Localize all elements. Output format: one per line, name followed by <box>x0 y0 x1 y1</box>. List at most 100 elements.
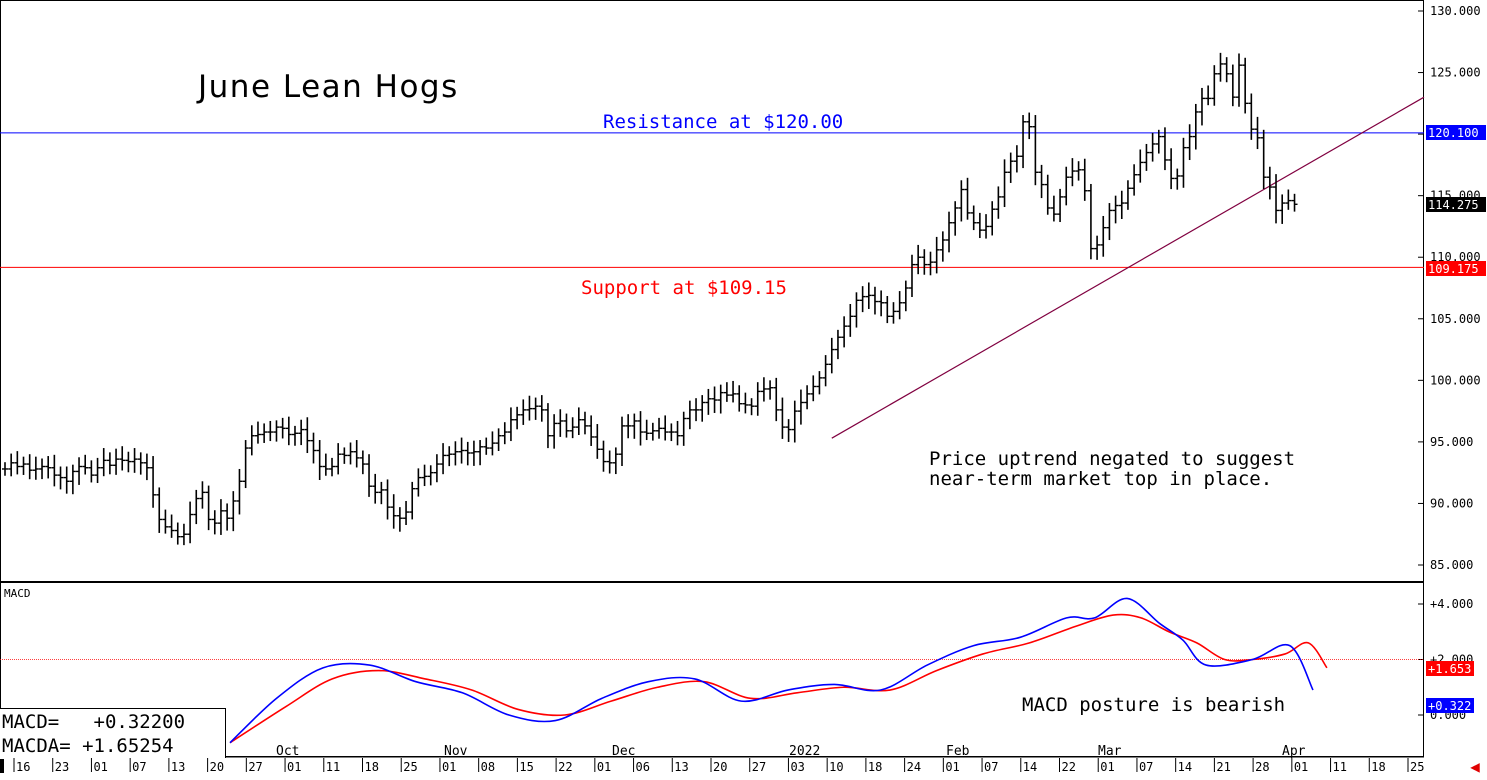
price-bar <box>372 473 379 504</box>
price-bar <box>785 419 792 442</box>
price-tick-label: 95.000 <box>1430 435 1473 449</box>
price-bar <box>415 468 422 497</box>
price-bar <box>1149 132 1156 162</box>
macda-readout-row: MACDA= +1.65254 <box>2 734 223 758</box>
price-bar <box>409 481 416 520</box>
price-tick-label: 90.000 <box>1430 496 1473 510</box>
price-bar <box>606 450 613 474</box>
price-bar <box>137 452 144 475</box>
price-bar <box>507 407 514 442</box>
price-bar <box>921 249 928 275</box>
chart-title: June Lean Hogs <box>196 69 459 105</box>
price-bar <box>680 411 687 446</box>
price-bar <box>403 500 410 525</box>
price-bar <box>94 457 101 484</box>
month-label: Dec <box>612 744 635 759</box>
price-bar <box>588 415 595 446</box>
price-bar <box>106 452 113 475</box>
price-bar <box>316 440 323 480</box>
price-bar <box>976 212 983 239</box>
price-bar <box>637 411 644 446</box>
price-bar <box>705 388 712 415</box>
price-bar <box>717 384 724 414</box>
price-bar <box>908 254 915 298</box>
price-bar <box>125 451 132 473</box>
price-tick-label: 105.000 <box>1430 312 1481 326</box>
macd-readout-row: MACD= +0.32200 <box>2 710 223 734</box>
price-bar <box>211 510 218 535</box>
date-tick-label: 01 <box>597 760 611 774</box>
price-bar <box>625 414 632 439</box>
price-bar <box>100 448 107 477</box>
price-bar <box>131 448 138 473</box>
price-bar <box>26 454 33 480</box>
macda-axis-flag: +1.653 <box>1428 662 1471 676</box>
price-bar <box>896 291 903 320</box>
price-bar <box>594 424 601 459</box>
macd-annotation: MACD posture is bearish <box>1022 694 1285 716</box>
price-bar <box>1050 195 1057 222</box>
price-bar <box>1044 174 1051 215</box>
price-bar <box>649 422 656 441</box>
price-bar <box>1087 183 1094 260</box>
price-bar <box>254 421 261 444</box>
price-bar <box>927 251 934 276</box>
price-bar <box>143 453 150 481</box>
price-bar <box>1273 174 1280 224</box>
price-bar <box>335 443 342 475</box>
month-label: Oct <box>276 744 299 759</box>
price-bar <box>1260 129 1267 190</box>
annotation-line-2: near-term market top in place. <box>929 468 1272 490</box>
price-bar <box>156 487 163 533</box>
price-bar <box>1007 152 1014 183</box>
price-bar <box>162 509 169 534</box>
price-bar <box>612 447 619 475</box>
macd-panel-title: MACD <box>4 587 31 600</box>
price-bar <box>267 420 274 442</box>
date-tick-label: 06 <box>636 760 650 774</box>
price-bar <box>551 414 558 449</box>
price-bar <box>933 236 940 274</box>
price-bar <box>470 440 477 466</box>
price-bar <box>180 523 187 546</box>
price-bar <box>359 450 366 475</box>
price-tick-label: 100.000 <box>1430 373 1481 387</box>
price-bar <box>544 403 551 449</box>
price-bar <box>1254 116 1261 150</box>
price-bar <box>1026 112 1033 140</box>
scroll-left-arrow-icon[interactable]: ◀ <box>1470 757 1480 776</box>
price-bar <box>563 413 570 438</box>
price-bar <box>668 423 675 442</box>
price-bar <box>791 400 798 443</box>
price-bar <box>989 201 996 236</box>
price-bar <box>964 177 971 220</box>
date-tick-label: 07 <box>132 760 146 774</box>
price-bar <box>760 377 767 402</box>
price-bar <box>322 453 329 476</box>
price-bar <box>205 485 212 531</box>
price-bar <box>310 432 317 464</box>
price-bar <box>150 456 157 508</box>
date-tick-label: 28 <box>1255 760 1269 774</box>
date-tick-label: 01 <box>1294 760 1308 774</box>
price-bar <box>575 407 582 436</box>
price-bar <box>1291 193 1298 212</box>
price-bar <box>353 440 360 468</box>
price-bar <box>859 286 866 313</box>
date-tick-label: 21 <box>1216 760 1230 774</box>
price-bar <box>1137 149 1144 183</box>
price-bar <box>884 296 891 324</box>
date-tick-label: 01 <box>945 760 959 774</box>
price-bar <box>1100 215 1107 257</box>
date-tick-label: 07 <box>984 760 998 774</box>
price-bar <box>1242 57 1249 114</box>
price-bar <box>8 453 15 477</box>
price-bar <box>1094 235 1101 260</box>
price-tick-label: 85.000 <box>1430 558 1473 572</box>
price-bar <box>1266 166 1273 200</box>
macd-line <box>229 597 1314 744</box>
price-bar <box>45 456 52 479</box>
price-bar <box>600 440 607 472</box>
price-bar <box>427 465 434 486</box>
